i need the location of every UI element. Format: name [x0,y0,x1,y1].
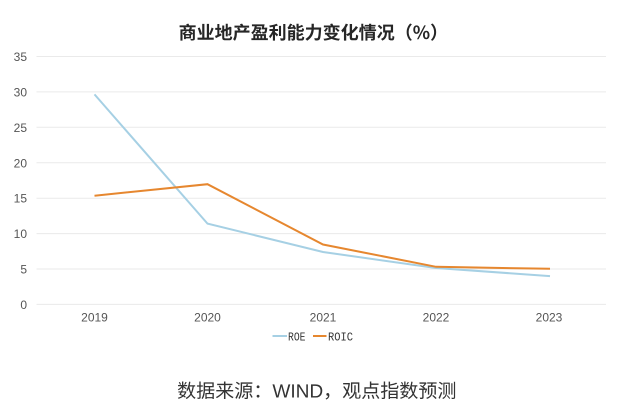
svg-text:5: 5 [20,263,27,277]
svg-text:2021: 2021 [310,311,337,325]
svg-text:15: 15 [14,192,28,206]
svg-text:ROIC: ROIC [328,331,353,345]
svg-text:10: 10 [14,227,28,241]
svg-text:2023: 2023 [536,311,563,325]
svg-text:30: 30 [14,85,28,99]
svg-text:2020: 2020 [194,311,221,325]
svg-text:ROE: ROE [288,331,306,345]
svg-text:35: 35 [14,50,28,64]
svg-text:0: 0 [20,298,27,312]
svg-text:2019: 2019 [81,311,108,325]
svg-text:20: 20 [14,156,28,170]
svg-text:25: 25 [14,121,28,135]
svg-text:2022: 2022 [423,311,450,325]
